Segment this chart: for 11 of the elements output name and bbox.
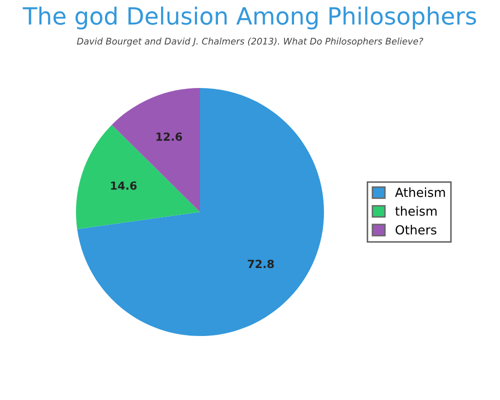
data-label: 12.6 — [156, 132, 182, 141]
legend-label: theism — [395, 206, 437, 216]
pie-slice — [77, 88, 324, 336]
legend-label: Others — [396, 224, 436, 235]
chart-subtitle: David Bourget and David J. Chalmers (2013). What Do Philosophers Believe? — [76, 38, 424, 46]
legend-label: Atheism — [395, 187, 445, 198]
data-label: 14.6 — [111, 181, 137, 190]
pie-slice — [76, 124, 200, 230]
data-label: 72.8 — [248, 260, 274, 268]
pie-slice — [112, 88, 200, 212]
chart-title: The god Delusion Among Philosophers — [22, 6, 476, 30]
